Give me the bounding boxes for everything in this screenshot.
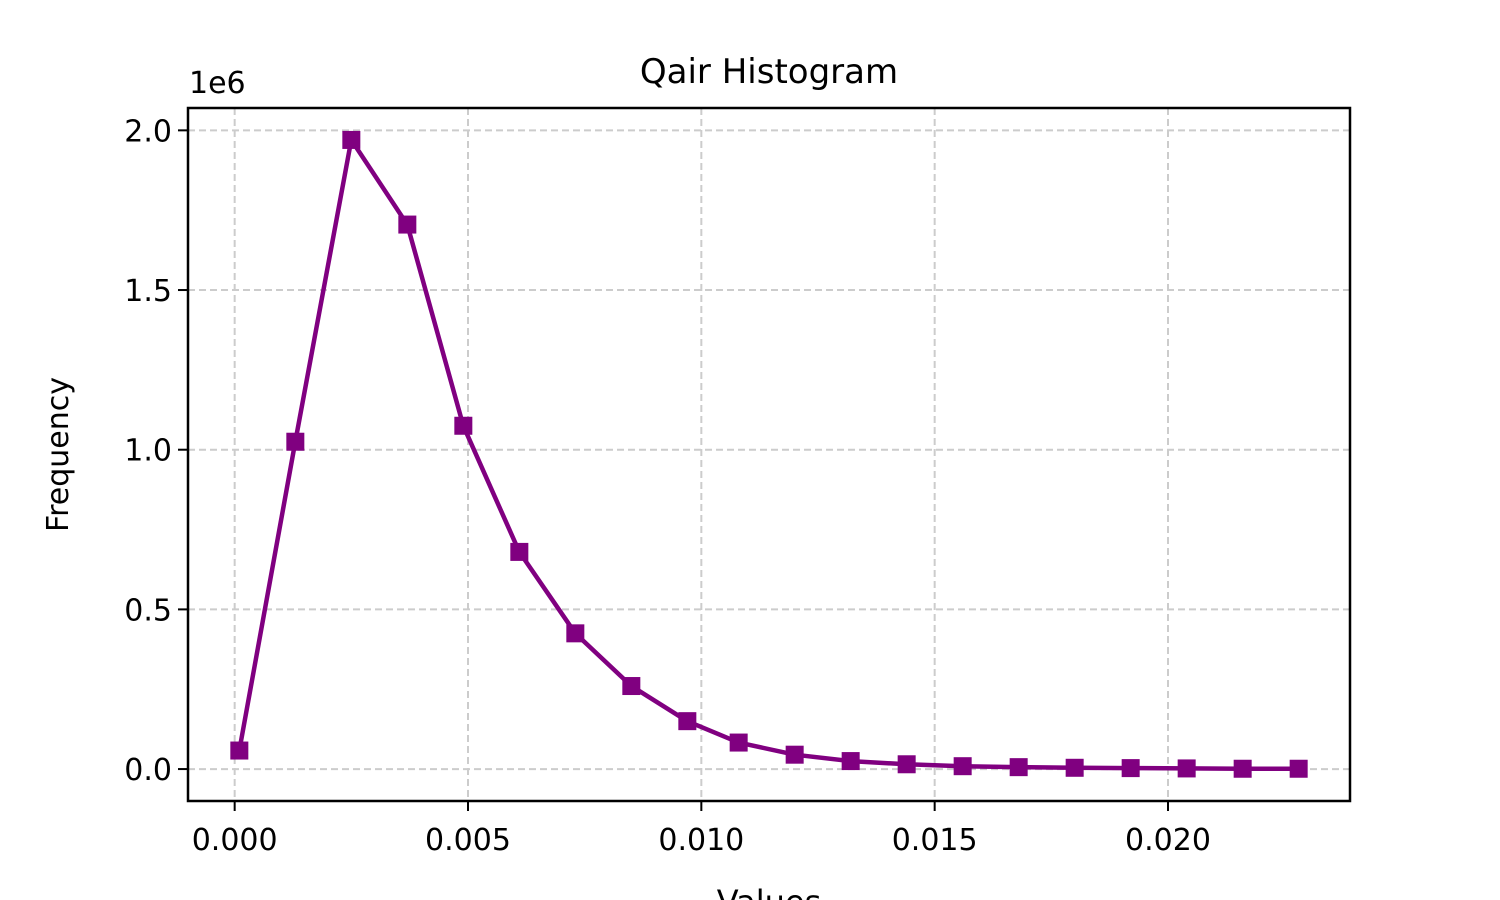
data-point-marker (785, 745, 804, 764)
chart-title: Qair Histogram (640, 52, 898, 92)
x-axis-ticks: 0.000 0.005 0.010 0.015 0.020 (192, 801, 1211, 858)
series-line (237, 137, 1299, 771)
data-point-marker (1009, 758, 1028, 777)
y-tick-label: 0.0 (124, 753, 172, 788)
data-point-marker (841, 752, 860, 771)
data-point-marker (454, 416, 473, 435)
data-point-marker (566, 624, 585, 643)
data-point-marker (953, 757, 972, 776)
x-tick-label: 0.000 (192, 823, 278, 858)
x-axis-label: Values (717, 883, 822, 900)
data-point-marker (678, 712, 697, 731)
y-tick-label: 1.5 (124, 274, 172, 309)
data-point-marker (342, 130, 361, 149)
data-point-marker (1233, 759, 1252, 778)
data-point-marker (622, 677, 641, 696)
x-tick-label: 0.005 (425, 823, 511, 858)
y-tick-label: 2.0 (124, 114, 172, 149)
y-tick-label: 0.5 (124, 593, 172, 628)
x-tick-label: 0.010 (658, 823, 744, 858)
y-axis-label: Frequency (41, 377, 76, 532)
y-multiplier-label: 1e6 (189, 66, 246, 101)
y-axis-ticks: 0.0 0.5 1.0 1.5 2.0 (124, 114, 188, 788)
data-point-marker (286, 432, 305, 451)
plot-frame (186, 106, 1352, 803)
y-tick-label: 1.0 (124, 434, 172, 469)
series-group (230, 130, 1308, 778)
data-point-marker (1065, 758, 1084, 777)
data-point-marker (1121, 759, 1140, 778)
data-point-marker (897, 755, 916, 774)
data-point-marker (729, 733, 748, 752)
x-tick-label: 0.015 (892, 823, 978, 858)
x-tick-label: 0.020 (1125, 823, 1211, 858)
data-point-marker (398, 215, 417, 234)
data-point-marker (230, 741, 249, 760)
data-point-marker (1177, 759, 1196, 778)
data-point-marker (1289, 759, 1308, 778)
grid (188, 108, 1350, 801)
data-point-marker (510, 542, 529, 561)
